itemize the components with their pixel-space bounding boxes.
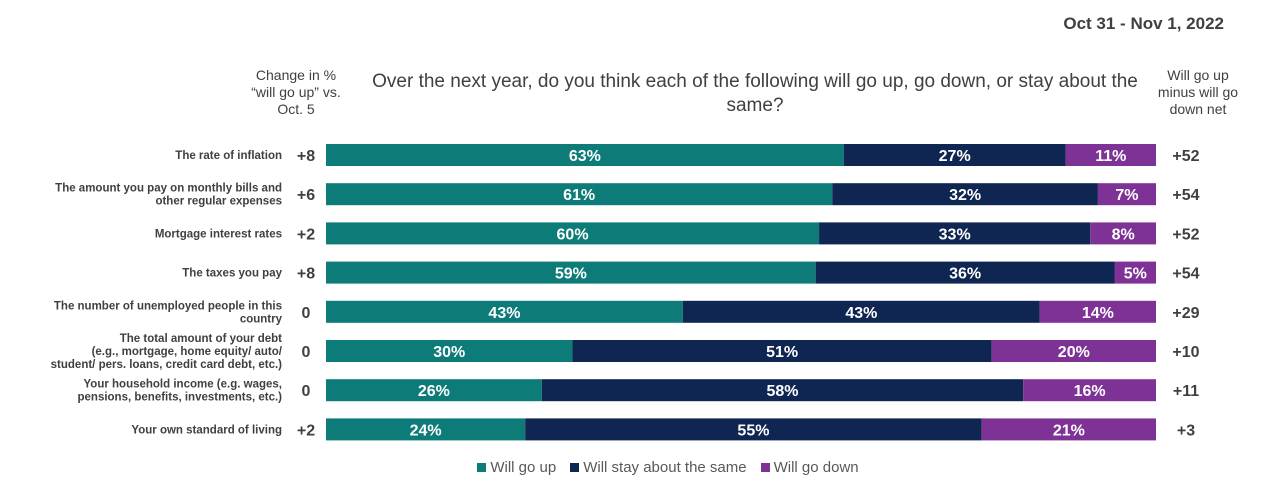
bar-segment-same [572, 340, 992, 362]
legend-item-down: Will go down [760, 459, 859, 476]
category-label: pensions, benefits, investments, etc.) [78, 392, 283, 404]
net-value: +10 [1172, 344, 1199, 361]
data-label-up: 61% [563, 187, 595, 204]
bar-segment-same [819, 222, 1091, 245]
data-label-up: 30% [433, 344, 465, 361]
bar-segment-same [832, 183, 1098, 206]
bar-segment-same [682, 300, 1040, 323]
net-value: +52 [1172, 148, 1199, 165]
data-label-down: 8% [1112, 226, 1135, 243]
change-header-line: Oct. 5 [277, 101, 315, 117]
data-label-same: 36% [949, 266, 981, 283]
category-label: (e.g., mortgage, home equity/ auto/ [92, 346, 283, 358]
data-label-same: 58% [766, 383, 798, 400]
category-label: The number of unemployed people in this [54, 300, 282, 312]
legend-label-same: Will stay about the same [583, 459, 747, 476]
data-label-up: 59% [555, 266, 587, 283]
change-value: 0 [302, 344, 311, 361]
change-value: 0 [302, 305, 311, 322]
bar-segment-up [326, 300, 683, 323]
net-header-line: minus will go [1157, 84, 1239, 100]
legend-swatch-same [570, 463, 580, 472]
category-label: student/ pers. loans, credit card debt, … [51, 359, 283, 371]
bar-segment-same [815, 261, 1115, 284]
category-label: The total amount of your debt [120, 333, 282, 345]
change-value: +2 [297, 422, 315, 439]
category-label: The amount you pay on monthly bills and [55, 183, 282, 195]
bar-segment-same [843, 144, 1066, 166]
data-label-same: 51% [766, 344, 798, 361]
net-value: +54 [1172, 266, 1199, 283]
data-label-down: 11% [1095, 148, 1126, 165]
legend: Will go up Will stay about the same Will… [0, 459, 1280, 476]
bar-segment-same [541, 379, 1024, 402]
data-label-down: 5% [1124, 266, 1147, 283]
net-value: +29 [1172, 305, 1199, 322]
legend-swatch-up [477, 463, 487, 472]
data-label-same: 32% [949, 187, 981, 204]
change-column-header: Change in % “will go up” vs. Oct. 5 [236, 67, 356, 118]
bar-segment-down [1023, 379, 1156, 402]
net-value: +3 [1177, 422, 1195, 439]
data-label-same: 27% [939, 148, 971, 165]
change-value: +2 [297, 226, 315, 243]
change-value: +8 [297, 148, 315, 165]
net-value: +54 [1172, 187, 1199, 204]
bar-segment-up [326, 144, 844, 166]
legend-label-up: Will go up [490, 459, 557, 476]
net-header-line: Will go up [1167, 67, 1229, 83]
change-value: 0 [302, 383, 311, 400]
change-value: +6 [297, 187, 315, 204]
bar-segment-down [1090, 222, 1156, 245]
data-label-down: 20% [1058, 344, 1090, 361]
change-header-line: “will go up” vs. [251, 84, 341, 100]
data-label-down: 21% [1053, 422, 1085, 439]
net-value: +11 [1173, 383, 1199, 400]
bar-segment-same [525, 418, 982, 441]
data-label-up: 60% [557, 226, 589, 243]
data-label-same: 33% [939, 226, 971, 243]
data-label-up: 24% [410, 422, 442, 439]
category-label: Your household income (e.g. wages, [83, 379, 282, 391]
bar-segment-down [991, 340, 1156, 362]
legend-swatch-down [760, 463, 770, 472]
data-label-up: 63% [569, 148, 601, 165]
net-value: +52 [1172, 226, 1199, 243]
bar-segment-down [1065, 144, 1156, 166]
bar-segment-up [326, 418, 526, 441]
legend-label-down: Will go down [773, 459, 859, 476]
date-range: Oct 31 - Nov 1, 2022 [1063, 14, 1224, 33]
bar-segment-down [1114, 261, 1156, 284]
data-label-down: 16% [1074, 383, 1106, 400]
category-label: The rate of inflation [175, 150, 282, 162]
data-label-up: 43% [488, 305, 520, 322]
category-label: The taxes you pay [182, 268, 282, 280]
net-header-line: down net [1169, 101, 1227, 117]
category-label: Your own standard of living [131, 424, 282, 436]
chart-title: Over the next year, do you think each of… [372, 71, 1138, 116]
category-label: other regular expenses [155, 196, 282, 208]
bar-segment-down [981, 418, 1156, 441]
data-label-same: 55% [737, 422, 769, 439]
bar-segment-up [326, 379, 542, 402]
bar-segment-up [326, 340, 573, 362]
bar-segment-up [326, 183, 833, 206]
bar-segment-up [326, 222, 820, 245]
bar-segment-up [326, 261, 816, 284]
change-header-line: Change in % [255, 67, 337, 83]
category-label: Mortgage interest rates [155, 228, 282, 240]
category-label: country [240, 313, 283, 325]
bar-segment-down [1039, 300, 1156, 323]
data-label-up: 26% [418, 383, 450, 400]
data-label-same: 43% [845, 305, 877, 322]
net-column-header: Will go up minus will go down net [1148, 67, 1248, 118]
data-label-down: 7% [1115, 187, 1138, 204]
data-label-down: 14% [1082, 305, 1114, 322]
legend-item-up: Will go up [477, 459, 556, 476]
bar-segment-down [1097, 183, 1156, 206]
legend-item-same: Will stay about the same [570, 459, 747, 476]
change-value: +8 [297, 266, 315, 283]
